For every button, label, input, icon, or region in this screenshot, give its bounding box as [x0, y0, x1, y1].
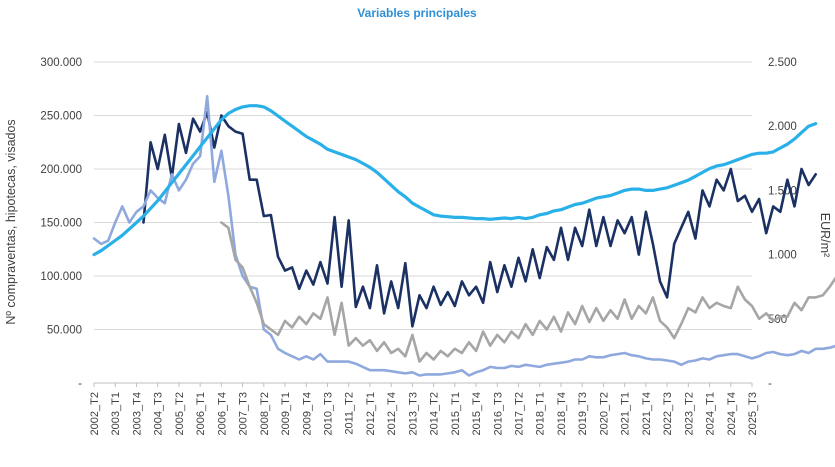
x-tick-label: 2011_T2	[344, 392, 356, 435]
gridlines	[94, 61, 752, 384]
x-tick-label: 2021_T1	[620, 392, 632, 435]
series-line-4	[92, 104, 818, 257]
x-tick-label: 2017_T2	[514, 392, 526, 435]
x-tick-label: 2003_T4	[131, 392, 143, 435]
x-tick-label: 2008_T2	[259, 392, 271, 435]
y-tick-label: 100.000	[40, 271, 82, 283]
x-tick-label: 2019_T3	[577, 392, 589, 435]
x-tick-label: 2009_T4	[301, 392, 313, 435]
y-tick-label: 300.000	[40, 57, 82, 69]
x-tick-label: 2003_T1	[110, 392, 122, 435]
y2-tick-label: 1.000	[768, 250, 797, 262]
y-tick-label: 250.000	[40, 111, 82, 123]
x-tick-label: 2012_T4	[386, 392, 398, 435]
y-tick-label: 150.000	[40, 218, 82, 230]
y-tick-label: 200.000	[40, 164, 82, 176]
x-tick-label: 2021_T4	[641, 392, 653, 435]
x-tick-label: 2004_T3	[153, 392, 165, 435]
x-tick-label: 2002_T2	[89, 392, 101, 435]
y-axis-left-ticks: - 50.000 100.000 150.000 200.000 250.000 300.0…	[40, 57, 82, 390]
series-line-2	[92, 94, 835, 377]
x-tick-label: 2005_T2	[174, 392, 186, 435]
x-tick-label: 2006_T1	[195, 392, 207, 435]
x-tick-label: 2012_T1	[365, 392, 377, 435]
x-tick-label: 2007_T3	[238, 392, 250, 435]
x-tick-label: 2014_T2	[429, 392, 441, 435]
x-tick-label: 2024_T4	[726, 392, 738, 435]
chart-subtitle: Variables principales	[357, 6, 477, 20]
x-tick-label: 2009_T1	[280, 392, 292, 435]
y-axis-left-title: Nº compraventas, hipotecas, visados	[4, 119, 18, 324]
x-tick-label: 2023_T2	[683, 392, 695, 435]
x-tick-label: 2015_T1	[450, 392, 462, 435]
x-tick-label: 2010_T3	[322, 392, 334, 435]
x-tick-label: 2022_T3	[662, 392, 674, 435]
x-tick-label: 2013_T3	[407, 392, 419, 435]
x-tick-label: 2018_T1	[535, 392, 547, 435]
y-tick-label: -	[78, 378, 82, 390]
x-tick-label: 2016_T3	[492, 392, 504, 435]
x-tick-label: 2015_T4	[471, 392, 483, 435]
x-axis-ticks: 2002_T2 2003_T1 2003_T4 2004_T3 2005_T2 2006_…	[89, 383, 759, 435]
y-tick-label: 50.000	[47, 325, 82, 337]
y2-tick-label: 2.500	[768, 57, 797, 69]
x-tick-label: 2006_T4	[216, 392, 228, 435]
y-axis-right-title: EUR/m²	[818, 213, 832, 257]
series-line-1	[142, 111, 818, 328]
x-tick-label: 2024_T1	[705, 392, 717, 435]
y2-tick-label: 2.000	[768, 121, 797, 133]
series-lines	[92, 94, 835, 377]
y2-tick-label: -	[768, 378, 772, 390]
x-tick-label: 2025_T3	[747, 392, 759, 435]
x-tick-label: 2018_T4	[556, 392, 568, 435]
series-line-3	[220, 221, 835, 363]
x-tick-label: 2020_T2	[598, 392, 610, 435]
